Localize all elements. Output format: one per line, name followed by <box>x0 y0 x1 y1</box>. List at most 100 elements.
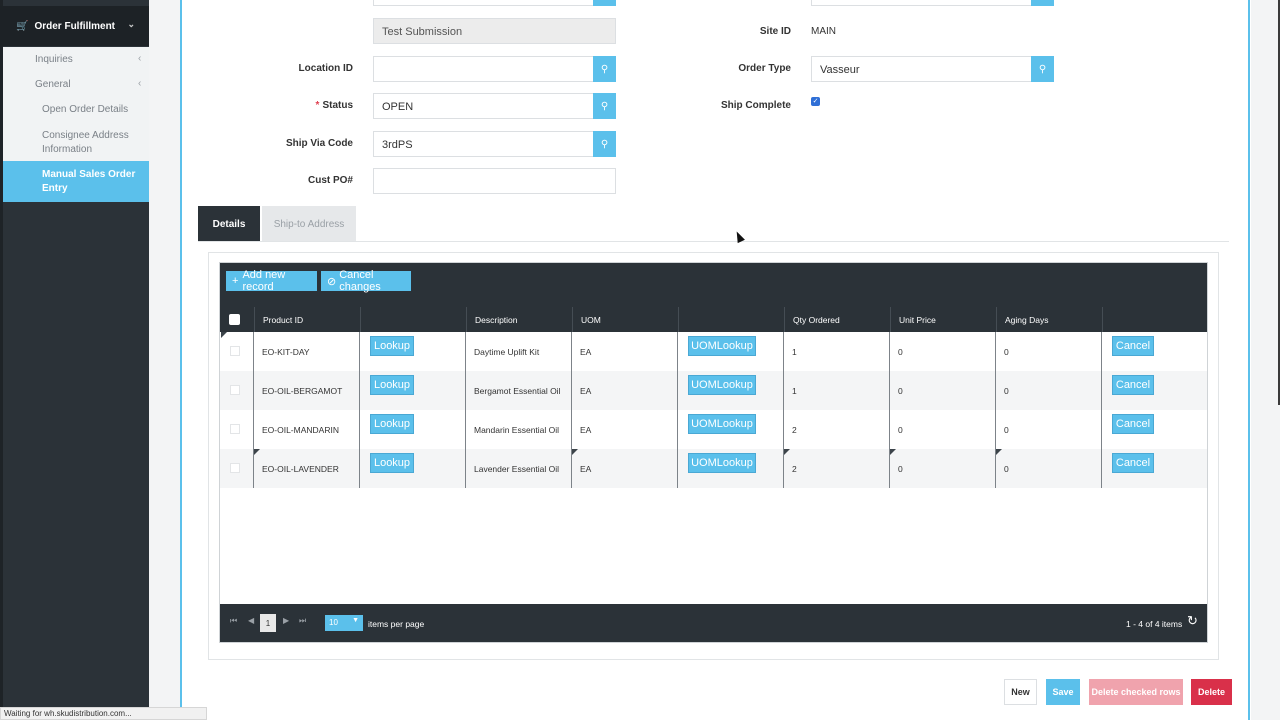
lookup-button[interactable]: Lookup <box>370 414 414 434</box>
uom-cell[interactable]: EA <box>580 385 592 396</box>
row-checkbox[interactable] <box>230 346 240 356</box>
page-number[interactable]: 1 <box>260 614 276 632</box>
select-all-checkbox[interactable] <box>229 314 240 325</box>
delete-checked-rows-button[interactable]: Delete checked rows <box>1089 679 1183 705</box>
cancel-changes-button[interactable]: ⊘ Cancel changes <box>321 269 411 293</box>
cancel-row-button[interactable]: Cancel <box>1112 414 1154 434</box>
aging-days-cell[interactable]: 0 <box>1004 424 1009 435</box>
lookup-button[interactable]: Lookup <box>370 375 414 395</box>
grid-pager: ⏮ ◀ 1 ▶ ⏭ 10 ▼ items per page 1 - 4 of 4… <box>220 604 1207 642</box>
cust-po-input[interactable] <box>373 168 616 194</box>
dirty-cell-flag <box>784 449 790 455</box>
column-header-actions <box>1102 307 1207 332</box>
cropped-search-button[interactable] <box>1031 0 1054 6</box>
tab-ship-to-address[interactable]: Ship-to Address <box>262 206 356 242</box>
content-border-left <box>180 0 182 720</box>
order-type-input[interactable]: Vasseur <box>811 56 1032 82</box>
unit-price-cell[interactable]: 0 <box>898 424 903 435</box>
uom-cell[interactable]: EA <box>580 346 592 357</box>
row-checkbox[interactable] <box>230 463 240 473</box>
ban-icon: ⊘ <box>327 275 337 288</box>
ship-via-search-button[interactable]: ⚲ <box>593 131 616 157</box>
ship-complete-label: Ship Complete <box>720 100 791 111</box>
column-divider <box>783 332 784 488</box>
ship-complete-checkbox[interactable]: ✓ <box>811 97 820 106</box>
product-id-cell[interactable]: EO-OIL-LAVENDER <box>262 463 339 474</box>
sidebar-item-general[interactable]: General <box>35 79 71 90</box>
last-page-icon[interactable]: ⏭ <box>299 616 307 625</box>
column-header-uom-lookup <box>678 307 784 332</box>
tab-details[interactable]: Details <box>198 206 260 242</box>
sidebar-section-order-fulfillment[interactable]: 🛒 Order Fulfillment ⌄ <box>0 6 149 46</box>
aging-days-cell[interactable]: 0 <box>1004 346 1009 357</box>
unit-price-cell[interactable]: 0 <box>898 385 903 396</box>
sidebar-item-label: Inquiries <box>35 54 73 65</box>
location-search-button[interactable]: ⚲ <box>593 56 616 82</box>
page-size-select[interactable]: 10 ▼ <box>325 615 363 631</box>
dirty-cell-flag <box>996 449 1002 455</box>
uom-cell[interactable]: EA <box>580 463 592 474</box>
column-header-aging-days[interactable]: Aging Days <box>996 307 1102 332</box>
column-divider <box>677 332 678 488</box>
sidebar-item-open-order-details[interactable]: Open Order Details <box>42 104 128 115</box>
description-cell[interactable]: Bergamot Essential Oil <box>474 385 561 396</box>
product-id-cell[interactable]: EO-KIT-DAY <box>262 346 310 357</box>
column-header-uom[interactable]: UOM <box>572 307 678 332</box>
qty-ordered-cell[interactable]: 2 <box>792 424 797 435</box>
description-cell[interactable]: Lavender Essential Oil <box>474 463 560 474</box>
column-header-product-id[interactable]: Product ID <box>254 307 360 332</box>
cancel-row-button[interactable]: Cancel <box>1112 375 1154 395</box>
uom-cell[interactable]: EA <box>580 424 592 435</box>
new-button[interactable]: New <box>1004 679 1037 705</box>
qty-ordered-cell[interactable]: 1 <box>792 385 797 396</box>
column-header-qty-ordered[interactable]: Qty Ordered <box>784 307 890 332</box>
save-button[interactable]: Save <box>1046 679 1080 705</box>
lookup-button[interactable]: Lookup <box>370 453 414 473</box>
cropped-search-button[interactable] <box>593 0 616 6</box>
dirty-cell-flag <box>254 449 260 455</box>
uom-lookup-button[interactable]: UOMLookup <box>688 336 756 356</box>
description-cell[interactable]: Mandarin Essential Oil <box>474 424 560 435</box>
sidebar-item-inquiries[interactable]: Inquiries <box>35 54 73 65</box>
add-new-record-button[interactable]: + Add new record <box>226 269 317 293</box>
uom-lookup-button[interactable]: UOMLookup <box>688 414 756 434</box>
status-search-button[interactable]: ⚲ <box>593 93 616 119</box>
lookup-button[interactable]: Lookup <box>370 336 414 356</box>
unit-price-cell[interactable]: 0 <box>898 463 903 474</box>
sidebar-item-manual-sales-order-entry[interactable]: Manual Sales Order Entry <box>3 161 149 202</box>
first-page-icon[interactable]: ⏮ <box>230 616 238 625</box>
row-checkbox[interactable] <box>230 385 240 395</box>
refresh-icon[interactable]: ↻ <box>1187 613 1198 628</box>
content-border-right <box>1248 0 1250 720</box>
status-input[interactable]: OPEN <box>373 93 594 119</box>
qty-ordered-cell[interactable]: 2 <box>792 463 797 474</box>
order-type-search-button[interactable]: ⚲ <box>1031 56 1054 82</box>
sidebar-item-label: Manual Sales Order Entry <box>42 169 136 194</box>
table-row: EO-OIL-BERGAMOT Lookup Bergamot Essentia… <box>220 371 1207 410</box>
row-checkbox[interactable] <box>230 424 240 434</box>
sidebar-item-label: General <box>35 79 71 90</box>
delete-button[interactable]: Delete <box>1191 679 1232 705</box>
product-id-cell[interactable]: EO-OIL-MANDARIN <box>262 424 339 435</box>
prev-page-icon[interactable]: ◀ <box>248 616 255 625</box>
sidebar-item-consignee-address[interactable]: Consignee Address Information <box>42 129 137 157</box>
column-header-unit-price[interactable]: Unit Price <box>890 307 996 332</box>
window-scrollbar[interactable] <box>1278 0 1280 405</box>
next-page-icon[interactable]: ▶ <box>283 616 290 625</box>
ship-via-input[interactable]: 3rdPS <box>373 131 594 157</box>
unit-price-cell[interactable]: 0 <box>898 346 903 357</box>
location-id-input[interactable] <box>373 56 594 82</box>
cancel-row-button[interactable]: Cancel <box>1112 453 1154 473</box>
order-type-label: Order Type <box>738 63 791 74</box>
qty-ordered-cell[interactable]: 1 <box>792 346 797 357</box>
aging-days-cell[interactable]: 0 <box>1004 463 1009 474</box>
cancel-row-button[interactable]: Cancel <box>1112 336 1154 356</box>
column-header-description[interactable]: Description <box>466 307 572 332</box>
uom-lookup-button[interactable]: UOMLookup <box>688 375 756 395</box>
description-cell[interactable]: Daytime Uplift Kit <box>474 346 540 357</box>
uom-lookup-button[interactable]: UOMLookup <box>688 453 756 473</box>
aging-days-cell[interactable]: 0 <box>1004 385 1009 396</box>
description-field[interactable]: Test Submission <box>373 18 616 44</box>
cancel-changes-label: Cancel changes <box>339 269 381 293</box>
product-id-cell[interactable]: EO-OIL-BERGAMOT <box>262 385 343 396</box>
